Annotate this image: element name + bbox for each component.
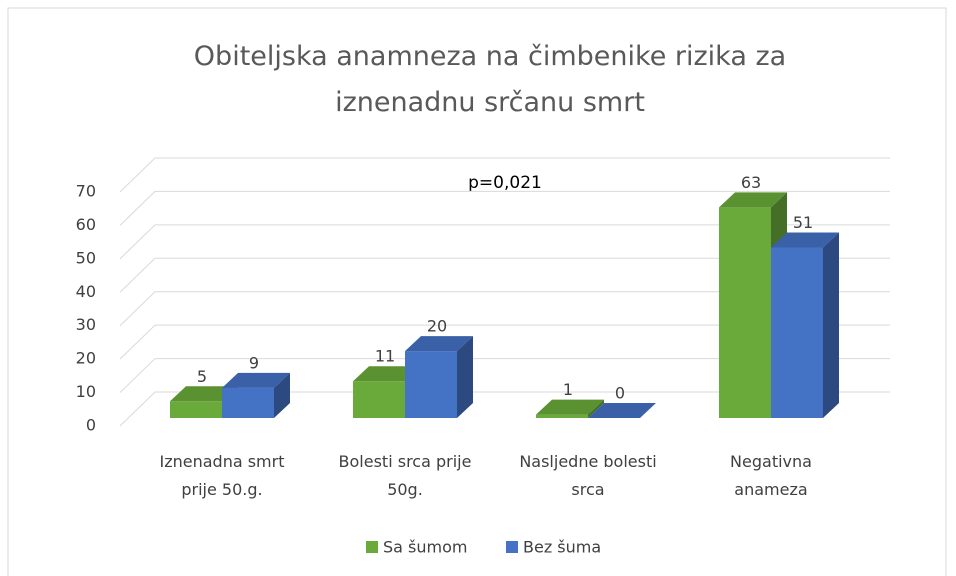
y-tick-label: 30 [76, 315, 96, 334]
bar-front [771, 247, 823, 418]
y-tick-label: 60 [76, 215, 96, 234]
bar-side [457, 336, 473, 418]
bar-top [771, 232, 839, 248]
bar [405, 336, 473, 418]
chart-title: Obiteljska anamneza na čimbenike rizika … [193, 41, 787, 118]
y-tick-label: 0 [86, 416, 96, 435]
bar-top [170, 386, 238, 402]
bar-top [353, 366, 421, 382]
grid-line [119, 257, 890, 293]
legend-label: Sa šumom [383, 538, 467, 557]
x-tick-label: Bolesti srca prije 50g. [338, 452, 472, 499]
data-label: 5 [197, 367, 207, 386]
legend-swatch [366, 541, 378, 553]
legend-swatch [506, 541, 518, 553]
bar-front [170, 401, 222, 418]
annotation: p=0,021 [468, 173, 542, 193]
y-tick-label: 10 [76, 382, 96, 401]
y-tick-label: 50 [76, 248, 96, 267]
data-label: 1 [563, 380, 573, 399]
legend-label: Bez šuma [523, 538, 601, 557]
grid-line [119, 391, 890, 427]
data-label: 20 [427, 317, 447, 336]
bar-side [274, 372, 290, 418]
frame [7, 7, 947, 576]
bar-front [353, 381, 405, 418]
grid-line [119, 224, 890, 260]
bar-front [719, 207, 771, 418]
y-tick-label: 70 [76, 182, 96, 201]
bar [771, 232, 839, 418]
bar-side [588, 399, 604, 418]
x-tick-label: Iznenadna smrt prije 50.g. [159, 452, 285, 499]
data-label: 0 [615, 384, 625, 403]
grid-line [119, 291, 890, 327]
bar-top [719, 192, 787, 208]
bar [588, 403, 656, 418]
grid-line [119, 190, 890, 226]
bar-top [222, 372, 290, 388]
grid-line [119, 157, 890, 193]
grid-line [119, 324, 890, 360]
bar [222, 372, 290, 418]
x-tick-label: Negativna anameza [730, 452, 812, 499]
data-label: 11 [375, 347, 395, 366]
data-label: 9 [249, 353, 259, 372]
bar-front [405, 351, 457, 418]
bar-top [588, 403, 656, 418]
data-label: 63 [741, 173, 761, 192]
y-tick-label: 20 [76, 349, 96, 368]
bar [536, 399, 604, 418]
bar-front [222, 387, 274, 418]
y-tick-label: 40 [76, 282, 96, 301]
bar-top [405, 336, 473, 352]
x-tick-label: Nasljedne bolesti srca [519, 452, 657, 499]
grid-line [119, 358, 890, 393]
bar-front [536, 414, 588, 418]
bar-top [536, 399, 604, 415]
bar-side [823, 232, 839, 418]
data-label: 51 [793, 213, 813, 232]
